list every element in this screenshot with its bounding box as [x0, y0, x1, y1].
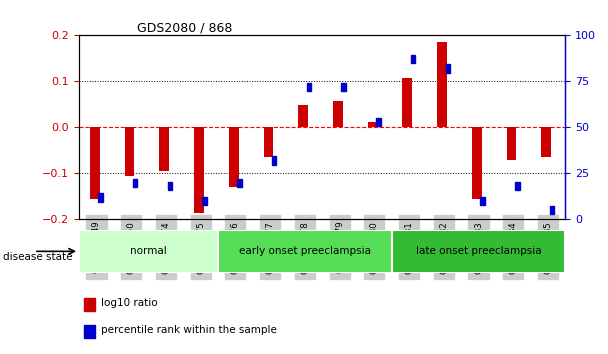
Bar	[263, 127, 273, 157]
Bar	[159, 127, 169, 171]
Text: late onset preeclampsia: late onset preeclampsia	[416, 246, 541, 256]
Bar	[133, 178, 137, 187]
Bar	[98, 193, 103, 201]
Text: disease state: disease state	[3, 252, 72, 262]
Bar	[472, 127, 482, 199]
Bar	[306, 83, 311, 91]
Bar	[437, 42, 447, 127]
Bar	[376, 118, 381, 126]
Bar	[194, 127, 204, 212]
Bar	[90, 127, 100, 199]
Text: normal: normal	[130, 246, 167, 256]
Bar	[237, 178, 241, 187]
Bar	[402, 78, 412, 127]
Bar	[168, 182, 172, 190]
Bar	[202, 197, 207, 205]
Bar	[218, 230, 392, 273]
Bar	[125, 127, 134, 176]
Bar	[515, 182, 520, 190]
Bar	[229, 127, 238, 187]
Bar	[480, 197, 485, 205]
Bar	[550, 206, 554, 215]
Text: log10 ratio: log10 ratio	[101, 298, 157, 308]
Text: GDS2080 / 868: GDS2080 / 868	[137, 21, 233, 34]
Bar	[506, 127, 516, 160]
Bar	[299, 105, 308, 127]
Bar	[333, 101, 343, 127]
Bar	[392, 230, 565, 273]
Bar	[341, 83, 346, 91]
Bar	[446, 64, 450, 73]
Bar	[79, 230, 218, 273]
Bar	[84, 298, 95, 311]
Bar	[272, 156, 277, 165]
Bar	[542, 127, 551, 157]
Text: percentile rank within the sample: percentile rank within the sample	[101, 325, 277, 335]
Bar	[411, 55, 415, 63]
Bar	[368, 122, 378, 127]
Text: early onset preeclampsia: early onset preeclampsia	[239, 246, 371, 256]
Bar	[84, 325, 95, 338]
